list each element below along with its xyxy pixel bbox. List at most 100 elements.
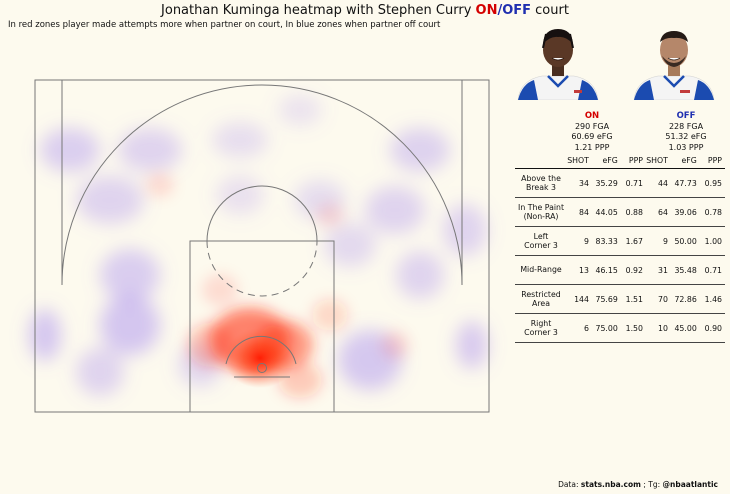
- chart-title: Jonathan Kuminga heatmap with Stephen Cu…: [161, 3, 569, 18]
- table-cell: 46.15: [591, 255, 620, 285]
- zone-name: Above the Break 3: [515, 168, 568, 198]
- table-cell: 75.69: [591, 284, 620, 314]
- on-heat-blob: [316, 203, 344, 227]
- table-cell: 0.90: [698, 313, 725, 343]
- table-row: Above the Break 3 34 35.29 0.71 44 47.73 0.95: [515, 168, 725, 198]
- summary-on-label: ON: [584, 111, 600, 121]
- free-throw-circle-top: [206, 185, 318, 242]
- table-cell: 0.88: [619, 197, 646, 227]
- table-header-row: SHOT eFG PPP SHOT eFG PPP: [515, 153, 725, 169]
- rim: [257, 363, 267, 373]
- zone-name-line: Corner 3: [524, 328, 558, 337]
- table-cell: 39.06: [670, 197, 699, 227]
- zone-name-line: Above the: [521, 173, 561, 183]
- summary-on-fga: 290 FGA: [574, 121, 610, 131]
- off-heat-blob: [456, 321, 488, 369]
- table-cell: 50.00: [670, 226, 699, 256]
- table-cell: 1.00: [698, 226, 725, 256]
- table-cell: 72.86: [670, 284, 699, 314]
- player-photo-kuminga: [517, 29, 599, 100]
- on-heat-blob: [146, 173, 174, 197]
- table-header-zone: [515, 153, 568, 169]
- off-heat-blob: [40, 128, 100, 172]
- table-cell: 47.73: [670, 168, 699, 198]
- summary-on-ppp: 1.21 PPP: [574, 142, 610, 152]
- off-heat-blob: [212, 122, 268, 158]
- table-cell: 84: [567, 197, 592, 227]
- table-cell: 44: [645, 168, 671, 198]
- zone-name-line: Mid-Range: [520, 265, 562, 275]
- table-row: In The Paint (Non-RA) 84 44.05 0.88 64 39.06 0.…: [515, 197, 725, 227]
- three-point-arc: [61, 84, 463, 286]
- summary-off-ppp: 1.03 PPP: [668, 142, 704, 152]
- zone-name-line: Right: [530, 318, 552, 328]
- table-row: Right Corner 3 6 75.00 1.50 10 45.00 0.90: [515, 313, 725, 343]
- zone-name-line: Corner 3: [524, 241, 558, 250]
- zone-name: In The Paint (Non-RA): [515, 197, 568, 227]
- off-heat-blob: [100, 295, 160, 355]
- table-cell: 83.33: [591, 226, 620, 256]
- table-cell: 9: [567, 226, 592, 256]
- table-cell: 0.71: [698, 255, 725, 285]
- summary-on: ON 290 FGA 60.69 eFG 1.21 PPP: [552, 111, 632, 153]
- on-heat-blob: [188, 323, 232, 367]
- zone-name: Restricted Area: [515, 284, 568, 314]
- off-heat-blob: [443, 204, 487, 256]
- table-cell: 13: [567, 255, 592, 285]
- table-header: SHOT: [567, 153, 592, 169]
- table-header: SHOT: [645, 153, 671, 169]
- table-cell: 0.71: [619, 168, 646, 198]
- paint: [189, 240, 335, 413]
- table-header: PPP: [698, 153, 725, 169]
- court-lines: [34, 79, 490, 413]
- free-throw-circle-bottom: [206, 240, 318, 297]
- table-cell: 70: [645, 284, 671, 314]
- table-cell: 35.29: [591, 168, 620, 198]
- summary-off-fga: 228 FGA: [668, 121, 704, 131]
- off-heat-blob: [278, 94, 322, 126]
- zone-name-line: Restricted: [521, 289, 561, 299]
- table-cell: 6: [567, 313, 592, 343]
- zone-stats-table: SHOT eFG PPP SHOT eFG PPP Above the Break…: [515, 153, 725, 343]
- zone-name-line: Break 3: [526, 183, 556, 192]
- table-cell: 1.46: [698, 284, 725, 314]
- summary-off: OFF 228 FGA 51.32 eFG 1.03 PPP: [646, 111, 726, 153]
- zone-name-line: Left: [533, 231, 549, 241]
- table-row: Mid-Range 13 46.15 0.92 31 35.48 0.71: [515, 255, 725, 285]
- title-off: OFF: [502, 3, 532, 18]
- table-cell: 64: [645, 197, 671, 227]
- player-photo-curry: [633, 31, 715, 100]
- off-heat-blob: [324, 223, 376, 267]
- table-cell: 34: [567, 168, 592, 198]
- on-heat-blob: [312, 299, 348, 331]
- off-heat-layer: [29, 94, 488, 396]
- table-cell: 144: [567, 284, 592, 314]
- zone-name: Mid-Range: [515, 255, 568, 285]
- summary-off-efg: 51.32 eFG: [665, 132, 707, 141]
- table-cell: 1.50: [619, 313, 646, 343]
- zone-name-line: Area: [532, 299, 550, 308]
- table-cell: 0.92: [619, 255, 646, 285]
- summary-off-label: OFF: [676, 111, 696, 121]
- table-header: eFG: [591, 153, 620, 169]
- off-heat-blob: [365, 186, 425, 234]
- table-header: eFG: [670, 153, 699, 169]
- restricted-area-arc: [225, 335, 297, 365]
- table-row: Left Corner 3 9 83.33 1.67 9 50.00 1.00: [515, 226, 725, 256]
- data-source: stats.nba.com: [580, 480, 641, 489]
- title-on: ON: [475, 3, 498, 18]
- zone-name: Right Corner 3: [515, 313, 568, 343]
- summary-on-efg: 60.69 eFG: [571, 132, 613, 141]
- table-row: Restricted Area 144 75.69 1.51 70 72.86 1.46: [515, 284, 725, 314]
- table-cell: 1.67: [619, 226, 646, 256]
- table-cell: 31: [645, 255, 671, 285]
- table-cell: 10: [645, 313, 671, 343]
- zone-name-line: (Non-RA): [523, 212, 559, 221]
- table-cell: 0.78: [698, 197, 725, 227]
- off-heat-blob: [29, 309, 61, 361]
- off-heat-blob: [100, 249, 160, 301]
- on-heat-blob: [381, 331, 409, 359]
- off-heat-blob: [396, 251, 444, 299]
- table-cell: 45.00: [670, 313, 699, 343]
- on-heat-blob: [202, 274, 238, 306]
